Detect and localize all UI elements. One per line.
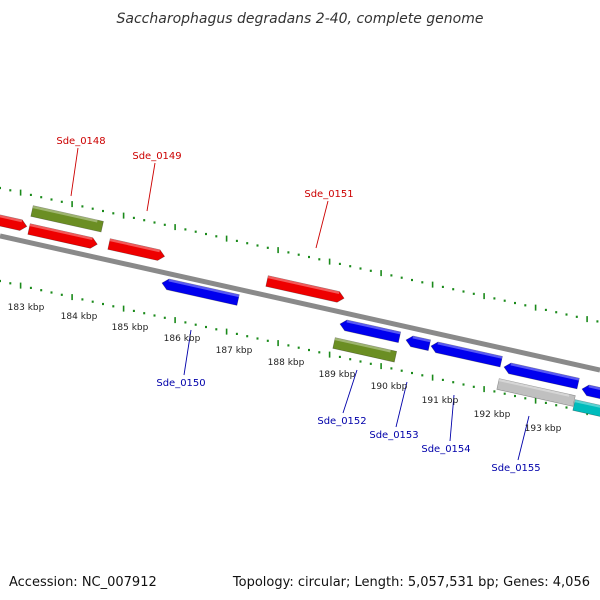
feature-sde-0151-highlight	[267, 275, 340, 294]
leader-sde-0148	[70, 147, 79, 197]
feature-sde-0156-highlight	[588, 384, 600, 395]
feature-sde-0149[interactable]	[107, 238, 166, 262]
gene-label-sde-0150: Sde_0150	[156, 378, 205, 389]
leader-sde-0150	[183, 329, 192, 376]
feature-sde-0154[interactable]	[430, 341, 503, 368]
scale-label-187: 187 kbp	[216, 346, 253, 356]
leader-sde-0155	[517, 415, 530, 461]
leader-sde-0152	[342, 369, 358, 414]
feature-sde-0152-highlight	[346, 319, 401, 335]
feature-sde-0148-highlight	[29, 223, 93, 241]
feature-sde-0154-highlight	[437, 341, 503, 359]
leader-sde-0154	[449, 394, 455, 442]
feature-sde-0148[interactable]	[27, 223, 99, 250]
feature-sde-0156-body	[581, 384, 600, 404]
gene-label-sde-0153: Sde_0153	[369, 430, 418, 441]
gene-labels: Sde_0148 Sde_0149 Sde_0151 Sde_0150 Sde_…	[56, 136, 540, 474]
gene-label-sde-0152: Sde_0152	[317, 416, 366, 427]
bottom-tick-track	[0, 279, 599, 416]
gene-label-leaders	[70, 147, 530, 461]
scale-label-188: 188 kbp	[268, 358, 305, 368]
feature-sde-0152-olive[interactable]	[332, 337, 398, 363]
scale-label-183: 183 kbp	[8, 303, 45, 313]
feature-sde-0153-body	[405, 335, 431, 351]
feature-sde-0147-body	[0, 210, 28, 231]
gene-label-sde-0154: Sde_0154	[421, 444, 470, 455]
feature-sde-0150-highlight	[168, 278, 240, 298]
feature-sde-0155-body	[503, 362, 580, 390]
scale-label-184: 184 kbp	[61, 312, 98, 322]
feature-sde-0156-teal-body	[572, 399, 600, 420]
feature-sde-0150-body	[161, 278, 240, 306]
feature-sde-0156[interactable]	[581, 384, 600, 404]
top-tick-track	[0, 186, 599, 323]
scale-label-186: 186 kbp	[164, 334, 201, 344]
scale-label-193: 193 kbp	[525, 424, 562, 434]
feature-sde-0152[interactable]	[339, 319, 402, 344]
feature-sde-0149-highlight	[109, 238, 160, 253]
feature-sde-0148-olive[interactable]	[30, 205, 104, 233]
feature-sde-0155-gray-highlight	[498, 378, 570, 397]
leader-sde-0149	[146, 162, 156, 212]
map-title: Saccharophagus degradans 2-40, complete …	[117, 11, 484, 27]
genome-summary-text: Topology: circular; Length: 5,057,531 bp…	[232, 575, 590, 590]
gene-label-sde-0148: Sde_0148	[56, 136, 105, 147]
accession-text: Accession: NC_007912	[9, 575, 157, 590]
feature-sde-0156-teal[interactable]	[572, 399, 600, 420]
feature-sde-0150[interactable]	[161, 278, 240, 306]
feature-sde-0151[interactable]	[265, 275, 345, 304]
feature-sde-0152-olive-body	[332, 337, 398, 363]
feature-sde-0154-body	[430, 341, 503, 368]
scale-label-191: 191 kbp	[422, 396, 459, 406]
scale-label-189: 189 kbp	[319, 370, 356, 380]
scale-label-190: 190 kbp	[371, 382, 408, 392]
feature-sde-0149-body	[107, 238, 166, 261]
gene-label-sde-0151: Sde_0151	[304, 189, 353, 200]
gene-label-sde-0155: Sde_0155	[491, 463, 540, 474]
leader-sde-0153	[395, 381, 408, 428]
feature-sde-0148-olive-highlight	[32, 205, 98, 223]
feature-sde-0148-olive-body	[30, 205, 104, 233]
feature-sde-0151-body	[265, 275, 345, 303]
leader-sde-0151	[315, 200, 329, 249]
feature-sde-0147-highlight	[0, 210, 23, 223]
feature-sde-0155-highlight	[510, 362, 580, 381]
feature-sde-0148-body	[27, 223, 98, 249]
genome-backbone	[0, 233, 600, 373]
feature-sde-0155[interactable]	[503, 362, 580, 390]
feature-sde-0153-highlight	[412, 335, 431, 343]
feature-sde-0152-olive-highlight	[334, 337, 391, 353]
feature-sde-0155-gray-body	[496, 378, 576, 407]
scale-labels: 183 kbp 184 kbp 185 kbp 186 kbp 187 kbp …	[8, 303, 562, 434]
feature-sde-0153[interactable]	[405, 335, 431, 351]
gene-features	[0, 205, 600, 420]
feature-sde-0155-gray[interactable]	[496, 378, 576, 407]
scale-label-192: 192 kbp	[474, 410, 511, 420]
gene-label-sde-0149: Sde_0149	[132, 151, 181, 162]
scale-label-185: 185 kbp	[112, 323, 149, 333]
feature-sde-0147[interactable]	[0, 210, 28, 232]
feature-sde-0152-body	[339, 319, 402, 344]
